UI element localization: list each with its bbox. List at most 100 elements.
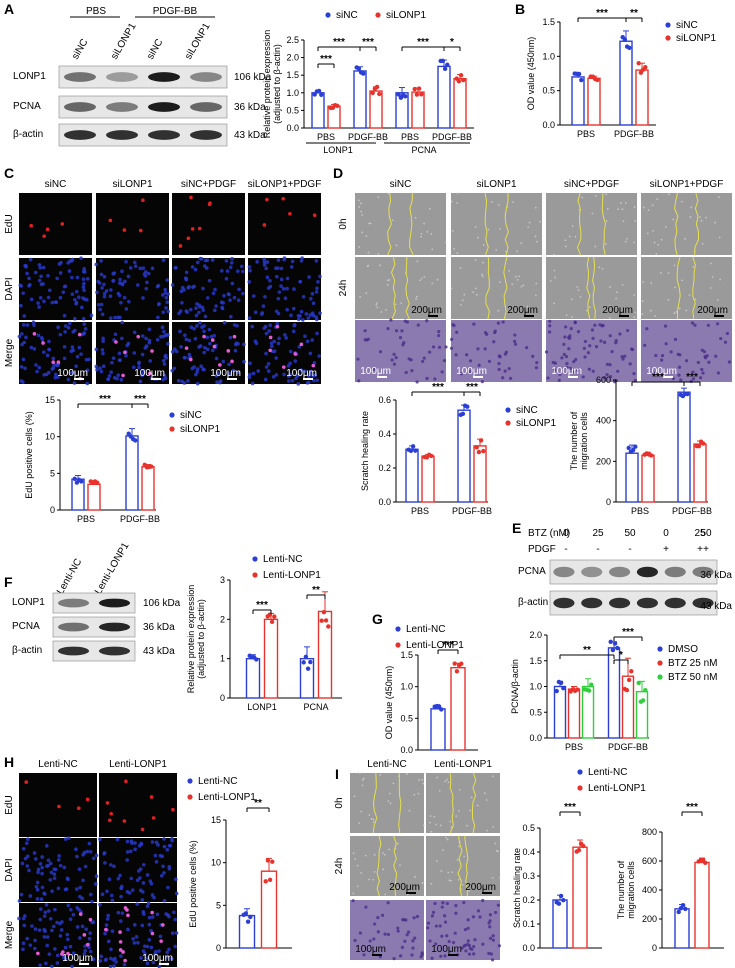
cell-speck — [360, 202, 362, 205]
nucleus-dot — [180, 301, 184, 305]
nucleus-dot — [220, 306, 225, 311]
nucleus-dot — [174, 931, 179, 935]
nucleus-dot — [309, 369, 313, 374]
cell-speck — [667, 272, 670, 275]
y-axis-title: Relative protein expression — [262, 30, 272, 139]
btz-value: 0 — [563, 528, 569, 539]
cell-speck — [485, 799, 488, 801]
edu-dot — [125, 908, 129, 912]
nucleus-dot — [53, 907, 57, 912]
nucleus-dot — [106, 377, 110, 381]
pdgf-value: + — [663, 544, 669, 555]
data-point — [556, 901, 562, 906]
nucleus-dot — [167, 947, 171, 952]
nucleus-dot — [218, 379, 223, 383]
edu-dot — [56, 360, 61, 364]
nucleus-dot — [161, 334, 165, 339]
edu-dot — [281, 196, 285, 201]
nucleus-dot — [45, 844, 49, 848]
migrated-cell — [546, 376, 550, 380]
pdgf-value: - — [564, 544, 567, 555]
nucleus-dot — [98, 837, 102, 842]
cell-speck — [553, 269, 556, 272]
nucleus-dot — [162, 362, 167, 366]
nucleus-dot — [211, 291, 216, 296]
cell-speck — [581, 196, 584, 199]
migrated-cell — [447, 939, 451, 944]
migrated-cell — [401, 917, 405, 922]
migrated-cell — [535, 361, 539, 365]
nucleus-dot — [103, 861, 107, 865]
scratch-edge — [601, 192, 607, 256]
blot-band — [190, 102, 222, 112]
nucleus-dot — [183, 333, 187, 337]
migrated-cell — [564, 325, 568, 329]
nucleus-dot — [293, 359, 298, 363]
migrated-cell — [613, 380, 617, 384]
migrated-cell — [574, 357, 578, 362]
data-point — [608, 639, 613, 645]
nucleus-dot — [123, 279, 127, 284]
migrated-cell — [700, 348, 704, 352]
cell-speck — [486, 829, 488, 832]
data-point — [481, 448, 486, 454]
micrograph — [94, 320, 170, 384]
edu-dot — [149, 795, 154, 799]
significance-label: *** — [99, 394, 111, 405]
migrated-cell — [433, 901, 437, 906]
nucleus-dot — [165, 847, 170, 852]
migrated-cell — [696, 360, 700, 365]
nucleus-dot — [159, 873, 164, 878]
scratch-background — [641, 257, 732, 319]
migrated-cell — [485, 332, 489, 336]
cell-speck — [421, 778, 424, 781]
cell-speck — [705, 216, 707, 219]
data-point — [270, 859, 275, 864]
nucleus-dot — [242, 359, 246, 364]
edu-dot — [82, 933, 87, 937]
cell-speck — [436, 776, 438, 779]
row-label: 24h — [338, 280, 349, 297]
migrated-cell — [591, 336, 595, 340]
migrated-cell — [437, 333, 441, 338]
data-point — [685, 391, 690, 397]
cell-speck — [356, 864, 359, 867]
migrated-cell — [569, 327, 573, 331]
cell-speck — [499, 281, 501, 283]
legend-label: BTZ 50 nM — [668, 672, 717, 683]
cell-speck — [665, 226, 667, 228]
nucleus-dot — [53, 372, 58, 377]
migrated-cell — [466, 942, 470, 946]
nucleus-dot — [55, 953, 60, 958]
migrated-cell — [593, 323, 597, 327]
nucleus-dot — [119, 894, 123, 899]
nucleus-dot — [232, 323, 237, 327]
migrated-cell — [431, 345, 436, 349]
nucleus-dot — [173, 944, 178, 949]
nucleus-dot — [199, 364, 203, 369]
migrated-cell — [508, 376, 513, 380]
nucleus-dot — [281, 287, 286, 291]
nucleus-dot — [263, 294, 267, 299]
migrated-cell — [412, 916, 416, 920]
nucleus-dot — [299, 368, 304, 372]
scratch-edge — [387, 192, 392, 256]
nucleus-dot — [147, 922, 152, 927]
nucleus-dot — [55, 920, 59, 925]
x-tick-label: PCNA — [303, 702, 328, 712]
nucleus-dot — [140, 373, 144, 378]
nucleus-dot — [166, 309, 170, 314]
y-tick-label: 2 — [220, 614, 225, 624]
migrated-cell — [652, 371, 656, 375]
cell-speck — [604, 305, 606, 308]
panel-letter: E — [512, 520, 521, 536]
migrated-cell — [392, 352, 396, 356]
migrated-cell — [411, 946, 415, 950]
blot-row-label: LONP1 — [12, 597, 45, 608]
nucleus-dot — [166, 333, 170, 337]
scratch-image — [641, 256, 732, 320]
cell-speck — [435, 823, 437, 826]
blot-band — [106, 72, 138, 82]
nucleus-dot — [283, 333, 287, 337]
migrated-cell — [454, 904, 458, 908]
